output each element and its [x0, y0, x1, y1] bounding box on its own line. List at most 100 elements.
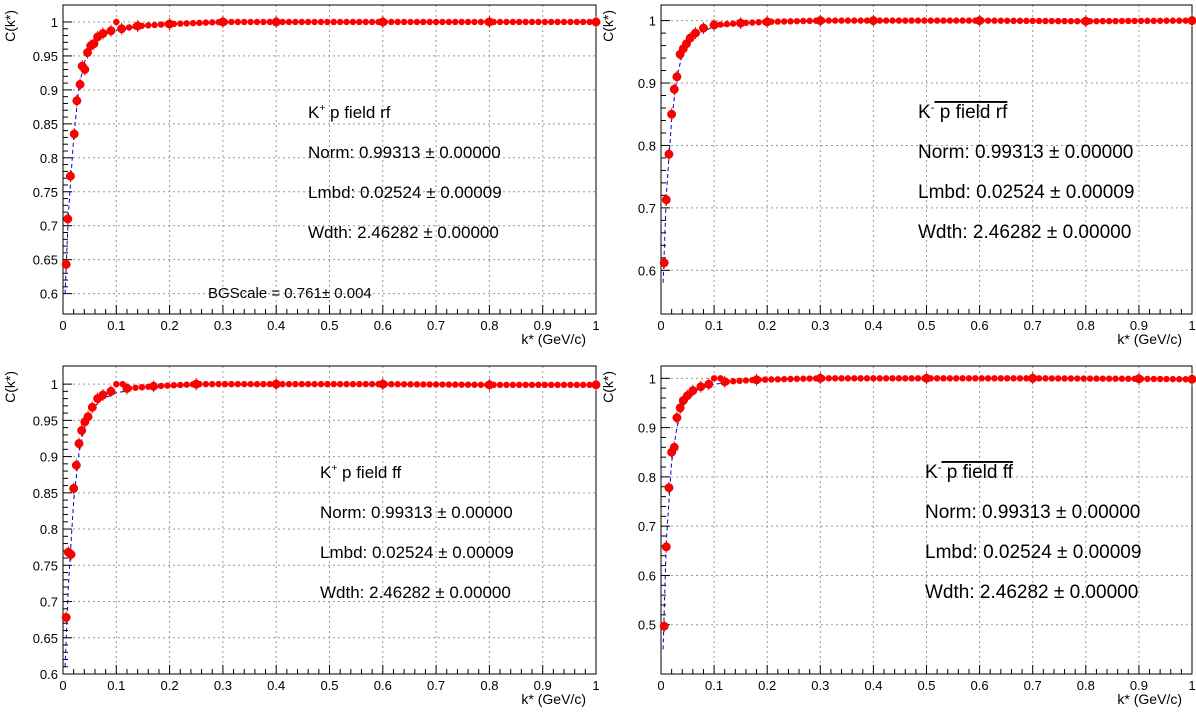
- data-point: [516, 381, 523, 389]
- data-point: [1061, 375, 1068, 382]
- data-point: [1086, 18, 1094, 25]
- data-point: [138, 384, 146, 391]
- fit-curve: [662, 20, 1193, 283]
- data-point: [247, 18, 254, 26]
- data-point: [452, 381, 459, 388]
- x-tick-label: 0: [59, 318, 66, 333]
- x-tick-label: 0.3: [214, 678, 232, 693]
- data-point: [509, 18, 517, 26]
- x-axis-label: k* (GeV/c): [1117, 691, 1182, 707]
- data-point: [541, 381, 549, 389]
- data-point: [825, 17, 832, 24]
- fit-param-label: Wdth: 2.46282 ± 0.00000: [925, 582, 1138, 603]
- x-tick-label: 1: [1188, 318, 1195, 333]
- data-point: [145, 383, 152, 390]
- bgscale-label: BGScale = 0.761± 0.004: [208, 285, 372, 302]
- data-point: [119, 25, 126, 32]
- data-point: [266, 380, 274, 388]
- data-point: [177, 381, 184, 389]
- x-tick-label: 0.9: [534, 678, 552, 693]
- data-point: [362, 380, 369, 388]
- data-point: [452, 18, 459, 26]
- data-point: [661, 542, 671, 552]
- data-point: [413, 18, 421, 26]
- data-point: [1010, 375, 1017, 382]
- data-point: [66, 549, 76, 559]
- data-point: [838, 375, 845, 382]
- data-point: [768, 376, 775, 383]
- data-point: [761, 18, 769, 26]
- x-tick-label: 1: [592, 678, 599, 693]
- data-point: [940, 17, 947, 24]
- data-point: [927, 17, 934, 24]
- data-point: [567, 381, 574, 389]
- data-point: [560, 381, 568, 389]
- data-point: [253, 18, 261, 26]
- data-point: [1137, 375, 1145, 383]
- x-tick-label: 0.9: [1130, 678, 1148, 693]
- data-point: [132, 23, 139, 30]
- data-point: [1023, 375, 1030, 382]
- x-tick-label: 0.5: [917, 318, 935, 333]
- data-point: [209, 380, 216, 388]
- data-point: [279, 380, 286, 388]
- x-tick-label: 0.2: [161, 318, 179, 333]
- data-point: [375, 18, 382, 26]
- data-point: [1035, 375, 1043, 382]
- fit-param-label: Lmbd: 0.02524 ± 0.00009: [308, 183, 502, 202]
- data-point: [831, 17, 839, 24]
- data-point: [113, 380, 120, 388]
- x-tick-label: 1: [592, 318, 599, 333]
- y-tick-label: 0.95: [33, 413, 58, 428]
- data-point: [113, 18, 120, 26]
- data-point: [717, 375, 724, 382]
- x-tick-label: 0.2: [758, 318, 776, 333]
- data-point: [921, 375, 928, 382]
- y-tick-label: 1: [649, 14, 656, 29]
- data-point: [1074, 375, 1081, 382]
- data-point: [400, 18, 408, 26]
- data-point: [464, 18, 472, 26]
- data-point: [889, 375, 896, 382]
- data-point: [560, 18, 568, 26]
- data-point: [780, 375, 788, 383]
- data-point: [965, 17, 973, 24]
- data-point: [1093, 375, 1100, 382]
- data-point: [755, 19, 762, 26]
- data-point: [972, 375, 979, 382]
- data-point: [844, 17, 852, 24]
- data-point: [66, 171, 75, 181]
- data-point: [516, 18, 523, 26]
- panel-title: K- p field rf: [918, 102, 1008, 123]
- data-point: [490, 381, 497, 389]
- data-point: [710, 21, 718, 29]
- chart-panel-2: 0 0.1 0.2 0.3 0.4 0.5 0.6 0.7 0.8 0.9 1 0.6 0.7 0.8 0.…: [600, 4, 1196, 347]
- data-point: [691, 28, 700, 38]
- fit-curve: [64, 383, 597, 667]
- x-tick-label: 0.3: [811, 678, 829, 693]
- data-point: [573, 18, 581, 26]
- data-point: [991, 17, 998, 24]
- data-point: [132, 384, 139, 391]
- data-point: [1016, 375, 1024, 382]
- data-point: [591, 17, 601, 27]
- data-point: [1187, 16, 1196, 26]
- data-point: [445, 381, 453, 388]
- x-tick-label: 0.5: [917, 678, 935, 693]
- data-point: [959, 375, 966, 382]
- data-point: [260, 18, 267, 26]
- data-point: [774, 376, 782, 383]
- data-point: [1023, 17, 1030, 25]
- x-tick-label: 0.7: [427, 318, 445, 333]
- data-point: [528, 18, 536, 26]
- data-point: [1080, 18, 1087, 25]
- data-point: [292, 18, 299, 26]
- data-point: [838, 17, 845, 24]
- data-point: [991, 375, 998, 382]
- data-point: [768, 18, 775, 25]
- data-point: [324, 380, 331, 388]
- data-point: [375, 380, 382, 388]
- data-point: [407, 18, 414, 26]
- data-point: [413, 381, 421, 388]
- data-point: [541, 18, 549, 26]
